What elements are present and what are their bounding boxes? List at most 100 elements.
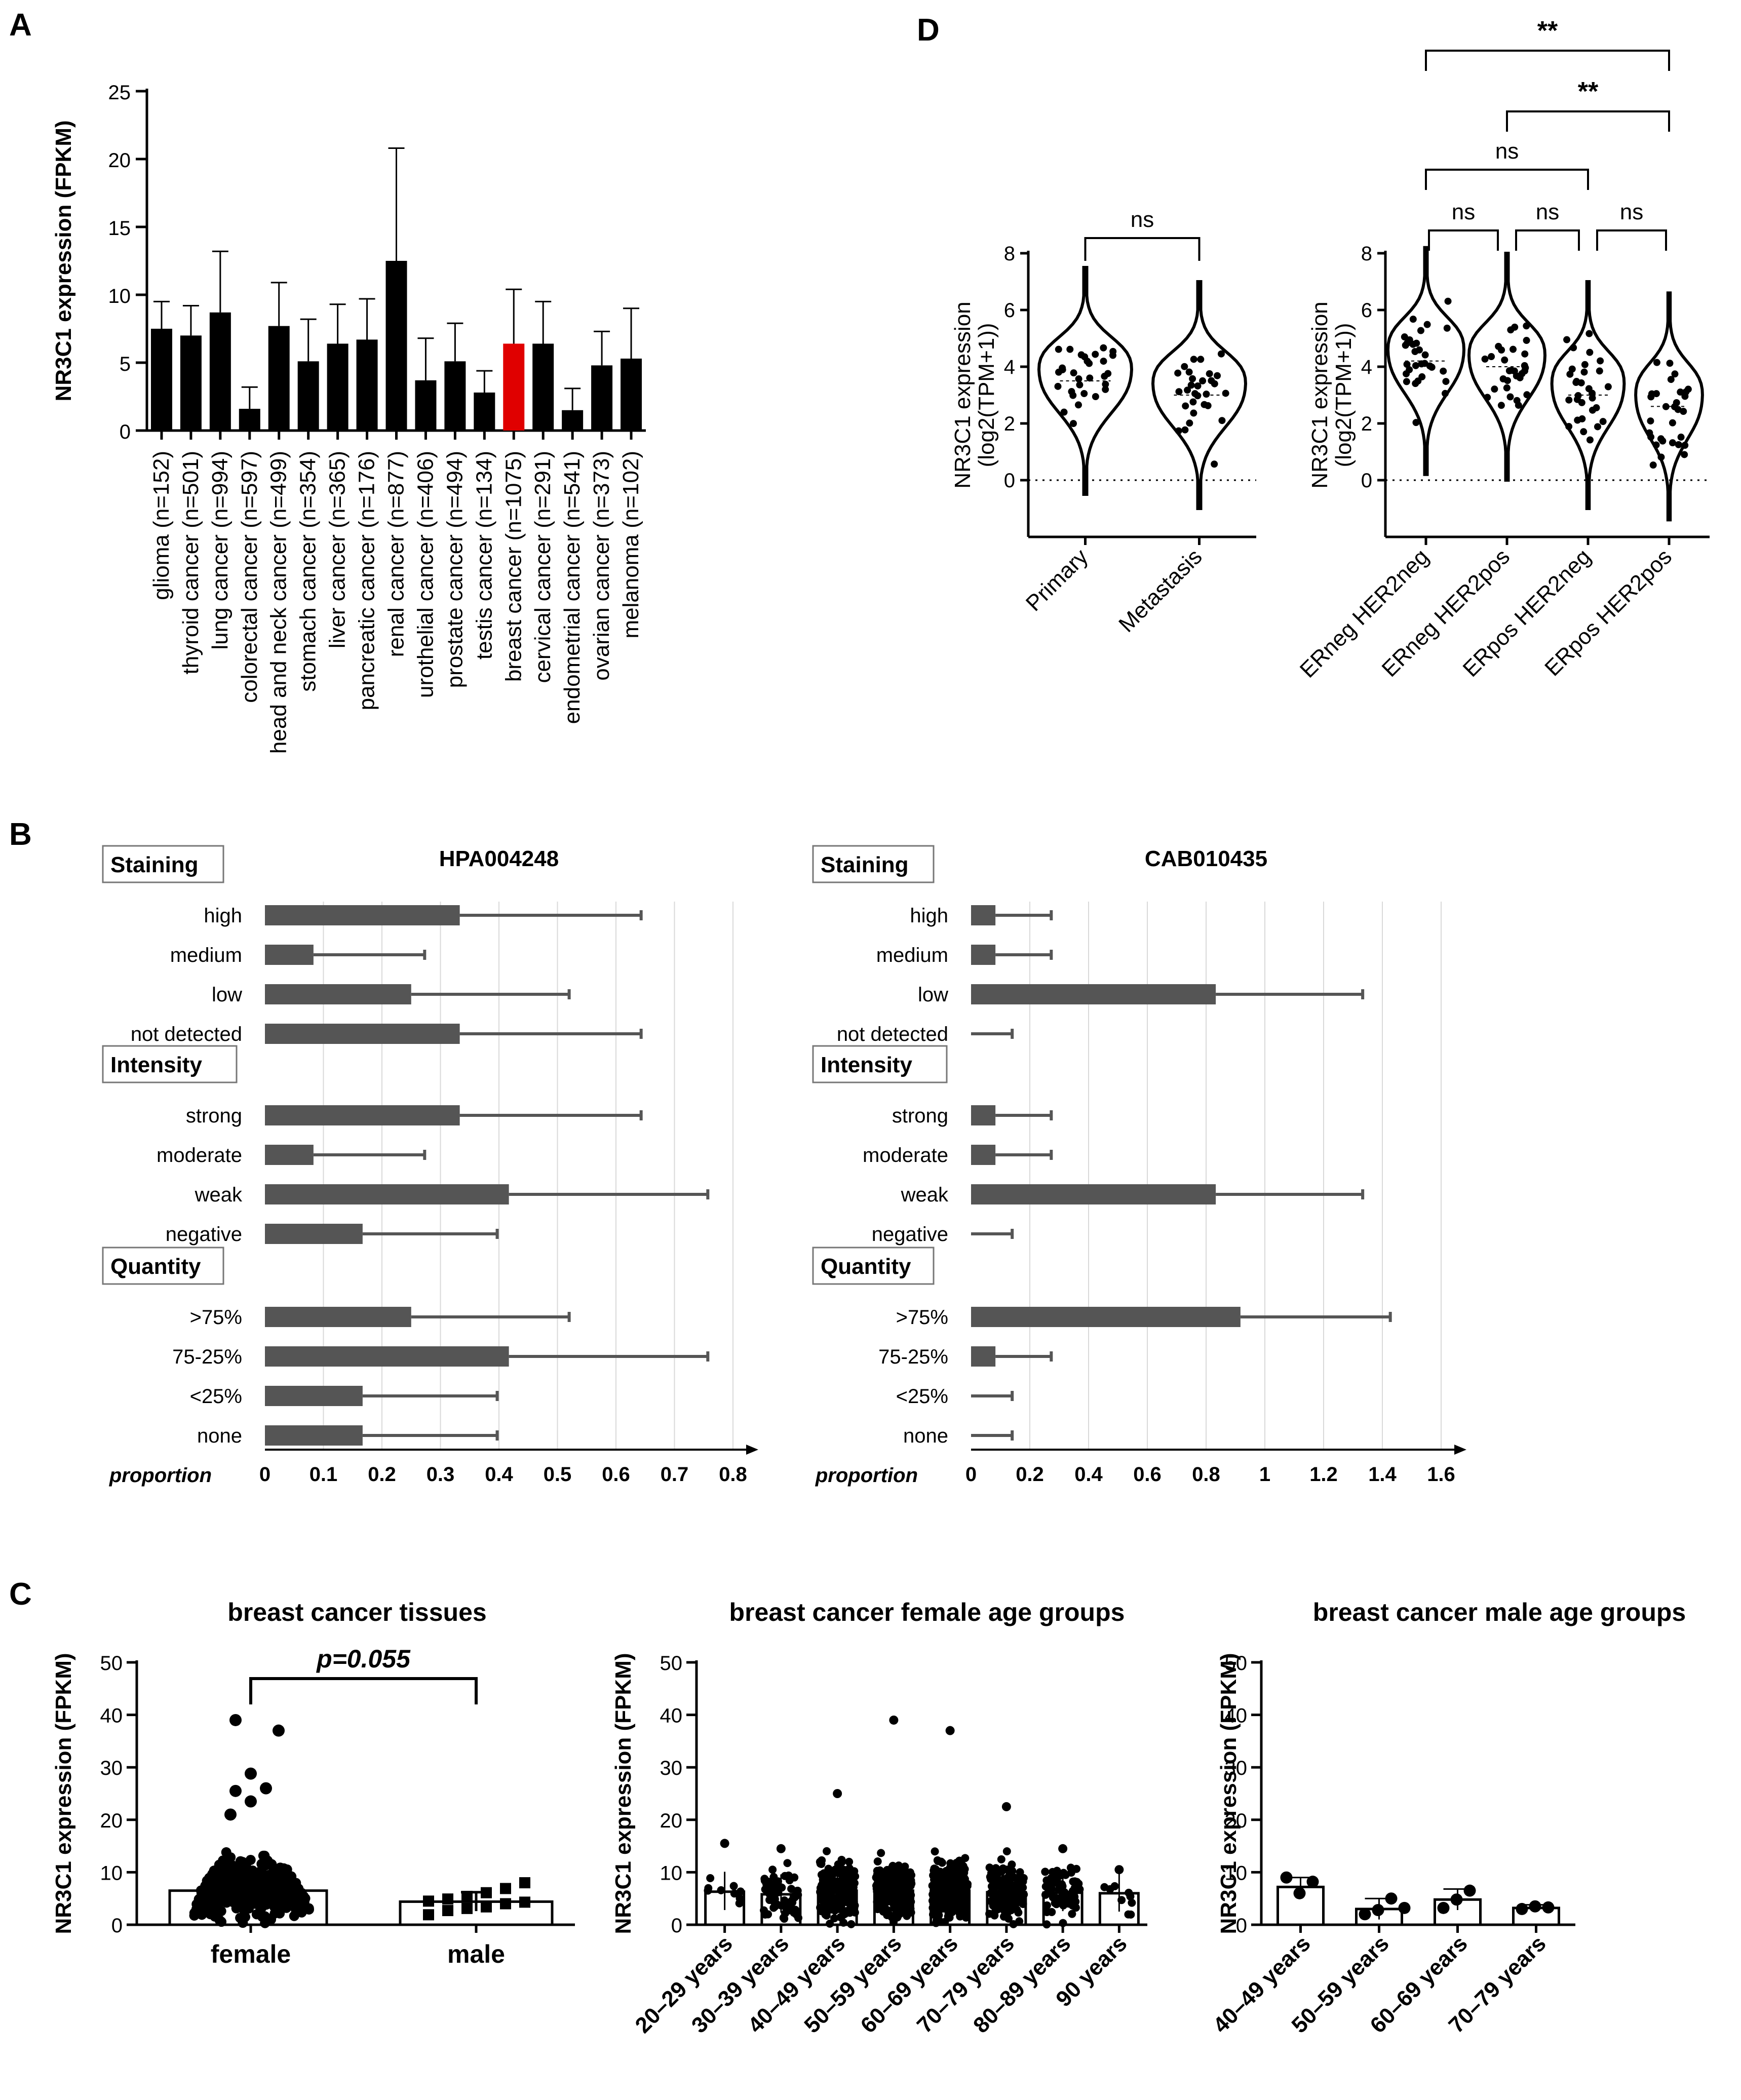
- bar-moderate: [971, 1145, 996, 1165]
- y-axis-label-line2: (log2(TPM+1)): [1331, 323, 1356, 468]
- data-point: [1516, 374, 1524, 381]
- data-point: [461, 1891, 473, 1902]
- significance-bracket: [249, 1677, 478, 1704]
- data-point: [1070, 369, 1077, 377]
- x-tick-label: male: [447, 1940, 505, 1968]
- data-point: [1042, 1901, 1051, 1910]
- data-point: [989, 1901, 997, 1910]
- data-point: [1102, 380, 1109, 388]
- bar-breast-cancer-n-1075: [503, 343, 525, 431]
- data-point: [256, 1865, 267, 1876]
- data-point: [461, 1902, 473, 1914]
- data-point: [882, 1878, 891, 1886]
- y-tick-label: 0: [1236, 1915, 1247, 1937]
- x-axis-arrow: [1454, 1445, 1466, 1455]
- data-point: [1495, 342, 1502, 350]
- y-tick-label: 6: [1361, 299, 1372, 322]
- significance-label: ns: [1452, 200, 1475, 224]
- data-point: [837, 1858, 846, 1866]
- data-point: [207, 1881, 217, 1891]
- data-point: [1403, 361, 1411, 368]
- data-point: [1070, 1886, 1078, 1895]
- panel-a-bar-chart: 0 5 10 15 20 25 glioma (n=152) thyroid cancer (…: [51, 82, 646, 754]
- violin-primary: [1037, 266, 1134, 496]
- violin-erneg-her2pos: [1467, 252, 1547, 482]
- group-box-quantity: [812, 1247, 935, 1285]
- significance-bracket: [1428, 229, 1499, 251]
- significance-bracket: [1425, 50, 1670, 71]
- y-tick-label: 50: [100, 1652, 123, 1675]
- y-tick-label: 2: [1004, 413, 1015, 435]
- data-point: [1505, 367, 1513, 374]
- data-point: [933, 1914, 942, 1922]
- data-point: [189, 1908, 200, 1918]
- panel-label-a: A: [9, 8, 32, 43]
- data-point: [240, 1880, 251, 1891]
- y-tick-label: 4: [1004, 356, 1015, 378]
- data-point: [205, 1909, 216, 1920]
- category-label: low: [918, 984, 948, 1006]
- y-tick-label: 4: [1361, 356, 1372, 378]
- x-tick-label: 0.4: [1074, 1463, 1103, 1486]
- data-point: [1060, 1888, 1069, 1896]
- category-label: high: [910, 905, 948, 927]
- data-point: [823, 1847, 831, 1855]
- group-label: Quantity: [110, 1254, 201, 1279]
- data-point: [817, 1893, 826, 1901]
- category-label: moderate: [157, 1144, 242, 1166]
- data-point: [851, 1872, 860, 1881]
- data-point: [958, 1868, 967, 1876]
- data-point: [1081, 353, 1089, 361]
- y-tick-label: 20: [108, 149, 131, 172]
- panel-label-b: B: [9, 817, 32, 852]
- y-tick-label: 10: [108, 285, 131, 307]
- data-point: [200, 1900, 211, 1911]
- x-tick-label: 1.2: [1309, 1463, 1338, 1486]
- data-point: [986, 1873, 995, 1882]
- data-point: [961, 1894, 970, 1902]
- y-tick-label: 6: [1004, 299, 1015, 322]
- data-point: [1293, 1887, 1306, 1899]
- data-point: [1181, 426, 1189, 434]
- x-tick-label: Metastasis: [1114, 544, 1207, 637]
- y-tick-label: 20: [1225, 1810, 1248, 1832]
- data-point: [1574, 392, 1582, 400]
- x-tick-label: lung cancer (n=994): [208, 451, 233, 650]
- data-point: [245, 1767, 257, 1780]
- data-point: [764, 1878, 772, 1886]
- x-tick-label: ovarian cancer (n=373): [589, 451, 614, 681]
- bar-weak: [971, 1184, 1216, 1204]
- data-point: [1523, 322, 1530, 330]
- data-point: [269, 1908, 280, 1919]
- bar-liver-cancer-n-365: [327, 343, 349, 431]
- data-point: [844, 1869, 853, 1878]
- data-point: [1102, 385, 1109, 393]
- data-point: [1186, 419, 1193, 427]
- data-point: [844, 1893, 853, 1901]
- data-point: [1106, 1885, 1114, 1893]
- data-point: [1217, 350, 1225, 358]
- data-point: [1055, 345, 1062, 353]
- data-point: [704, 1886, 712, 1895]
- data-point: [826, 1919, 834, 1928]
- data-point: [1509, 345, 1517, 353]
- data-point: [934, 1890, 942, 1898]
- data-point: [823, 1900, 831, 1909]
- data-point: [221, 1847, 231, 1857]
- data-point: [1593, 404, 1600, 412]
- data-point: [227, 1897, 238, 1908]
- data-point: [280, 1898, 290, 1909]
- data-point: [1585, 330, 1593, 337]
- x-tick-label: thyroid cancer (n=501): [178, 451, 203, 674]
- bar-head-and-neck-cancer-n-499: [268, 326, 290, 431]
- y-tick-label: 10: [100, 1862, 123, 1884]
- category-label: not detected: [131, 1023, 242, 1045]
- y-tick-label: 40: [660, 1705, 683, 1727]
- data-point: [1450, 1893, 1463, 1906]
- data-point: [1589, 394, 1596, 402]
- bar-low: [971, 984, 1216, 1004]
- data-point: [1189, 398, 1197, 406]
- data-point: [1657, 453, 1665, 461]
- x-tick-label: 80–89 years: [969, 1931, 1075, 2038]
